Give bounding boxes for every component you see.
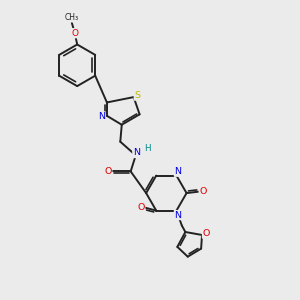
Text: H: H — [144, 144, 150, 153]
Text: O: O — [199, 187, 207, 196]
Text: N: N — [133, 148, 140, 158]
Text: N: N — [174, 167, 182, 176]
Text: S: S — [134, 91, 140, 100]
Text: N: N — [98, 112, 105, 121]
Text: O: O — [71, 29, 78, 38]
Text: N: N — [174, 211, 182, 220]
Text: O: O — [104, 167, 112, 176]
Text: CH₃: CH₃ — [64, 13, 78, 22]
Text: O: O — [137, 202, 145, 211]
Text: O: O — [202, 229, 210, 238]
